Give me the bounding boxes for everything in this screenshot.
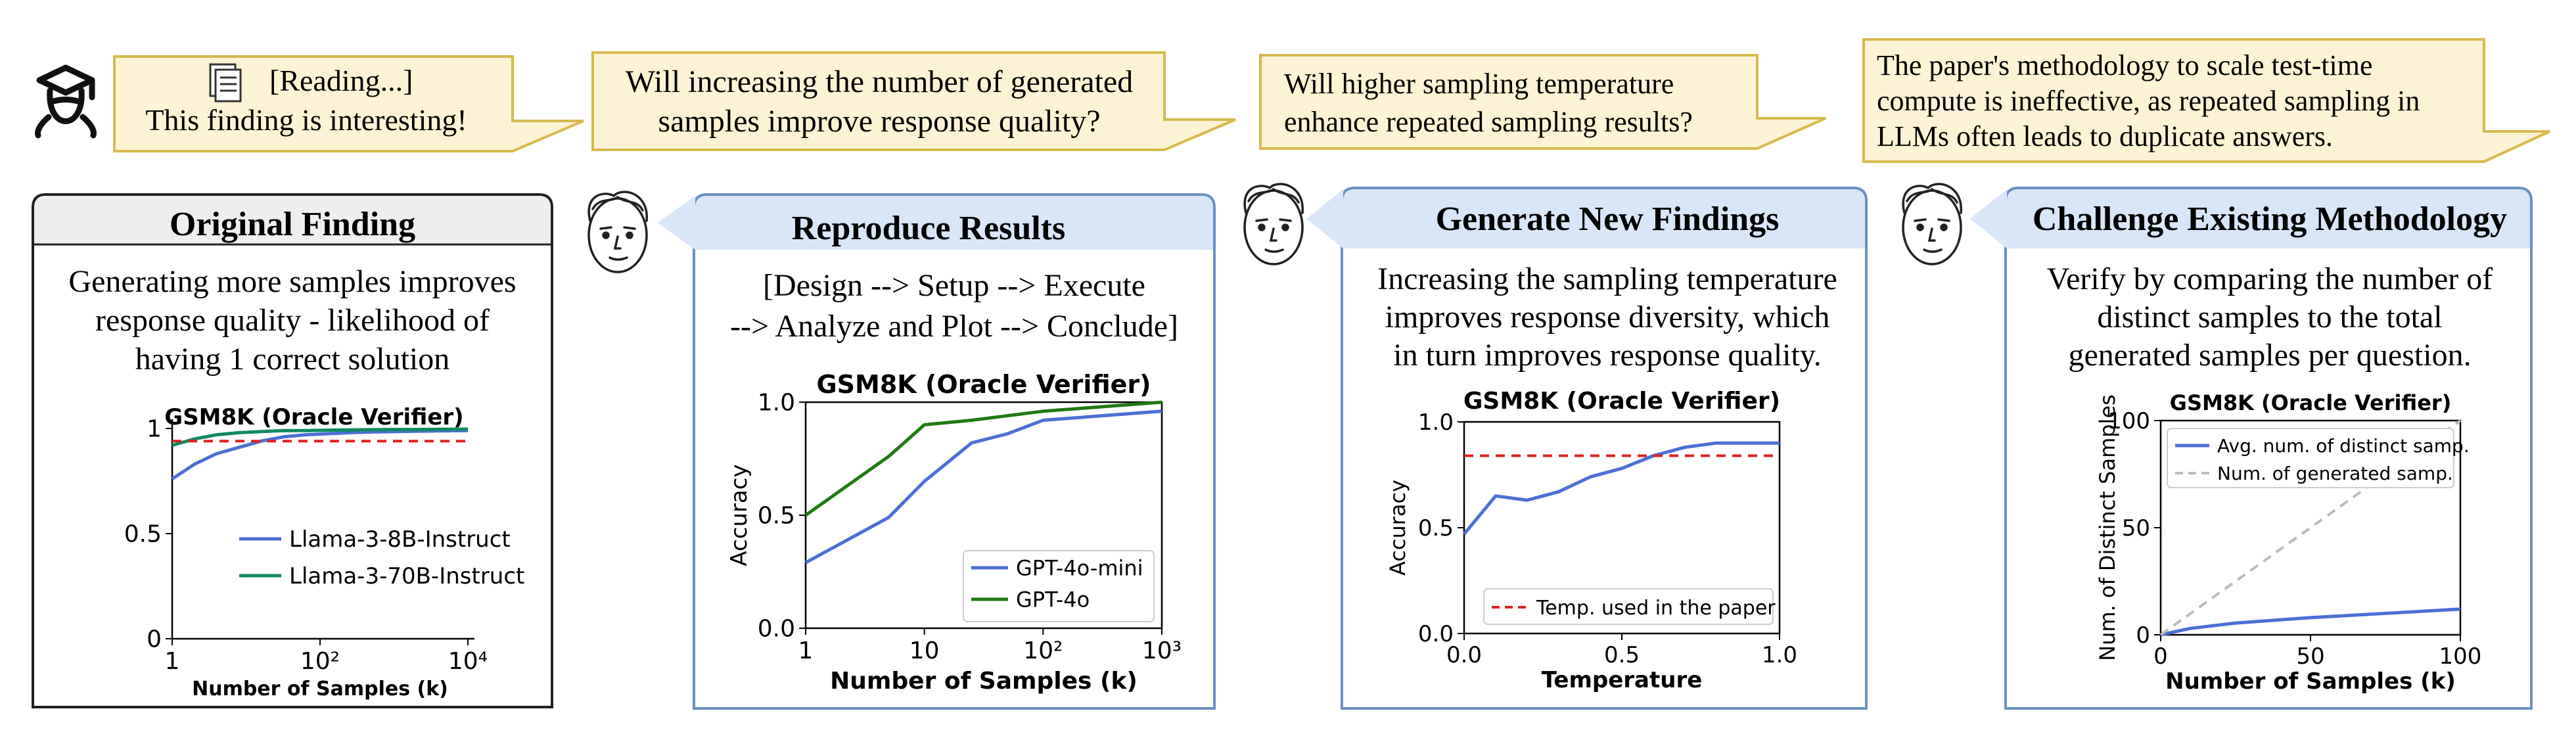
y-tick-label: 0.0 — [758, 616, 795, 643]
x-axis-label: Temperature — [1542, 667, 1703, 693]
legend-label: Num. of generated samp. — [2217, 463, 2453, 484]
series-line-0 — [2160, 607, 2461, 637]
x-tick-label: 1 — [165, 648, 180, 675]
x-tick-label: 10⁴ — [448, 648, 488, 675]
x-tick-label: 100 — [2439, 643, 2482, 670]
bubble-1-line-2: This finding is interesting! — [145, 103, 467, 137]
bubble-4-line-3: LLMs often leads to duplicate answers. — [1877, 120, 2333, 152]
panel-original-finding: Original Finding Generating more samples… — [32, 193, 553, 708]
series-line-1 — [804, 400, 1162, 517]
panel-4-text-line-2: distinct samples to the total — [2097, 300, 2442, 334]
x-tick-label: 0.0 — [1446, 642, 1482, 668]
chart-1-original-finding: GSM8K (Oracle Verifier)1 10² 10⁴00.51Numbe… — [124, 404, 525, 701]
speech-bubble-4: The paper's methodology to scale test-ti… — [1862, 38, 2550, 163]
panel-2-text-line-1: [Design --> Setup --> Execute — [763, 268, 1145, 303]
panel-reproduce-results: Reproduce Results [Design --> Setup --> … — [657, 193, 1216, 710]
x-axis-label: Number of Samples (k) — [192, 678, 448, 701]
sketched-face-icon — [1902, 183, 1962, 265]
document-icon — [209, 63, 242, 103]
series-line-0 — [1463, 441, 1780, 536]
y-tick-label: 1.0 — [758, 390, 795, 417]
x-tick-label: 0 — [2153, 643, 2168, 670]
sketched-face-icon — [587, 191, 648, 273]
bubble-1-line-1: [Reading...] — [269, 64, 413, 97]
bubble-2-line-2: samples improve response quality? — [658, 104, 1100, 139]
panel-4-text-line-1: Verify by comparing the number of — [2047, 262, 2493, 296]
chart-title: GSM8K (Oracle Verifier) — [2170, 390, 2452, 415]
chart-4-challenge-methodology: GSM8K (Oracle Verifier)0 50 100050100Numbe… — [2095, 390, 2481, 695]
y-tick-label: 1.0 — [1418, 409, 1454, 436]
x-axis-label: Number of Samples (k) — [830, 668, 1138, 695]
panel-2-title: Reproduce Results — [792, 210, 1065, 247]
speech-bubble-3: Will higher sampling temperature enhance… — [1259, 54, 1826, 150]
chart-2-reproduce-results: GSM8K (Oracle Verifier) 1 10 10² 10³ 0.0 0.5 1.… — [726, 370, 1182, 695]
panel-4-title: Challenge Existing Methodology — [2033, 200, 2507, 238]
bubble-4-line-1: The paper's methodology to scale test-ti… — [1877, 49, 2373, 81]
panel-3-text-line-3: in turn improves response quality. — [1393, 338, 1821, 373]
chart-title: GSM8K (Oracle Verifier) — [1463, 388, 1780, 415]
y-axis-label: Accuracy — [726, 464, 752, 566]
legend-label: GPT-4o-mini — [1016, 556, 1143, 581]
speech-bubble-2: Will increasing the number of generated … — [591, 51, 1236, 151]
graduation-cap-user-icon — [35, 64, 97, 139]
x-tick-label: 1 — [798, 637, 814, 664]
y-tick-label: 0.5 — [124, 521, 162, 548]
x-tick-label: 10 — [909, 637, 940, 664]
legend-label: GPT-4o — [1016, 587, 1090, 612]
chart-title: GSM8K (Oracle Verifier) — [816, 370, 1151, 399]
bubble-4-line-2: compute is ineffective, as repeated samp… — [1877, 85, 2420, 117]
series-line-0 — [171, 428, 469, 480]
y-tick-label: 0.0 — [1418, 621, 1454, 647]
y-tick-label: 0.5 — [1418, 515, 1454, 541]
panel-1-text-line-2: response quality - likelihood of — [95, 303, 490, 338]
panel-3-title: Generate New Findings — [1436, 200, 1780, 238]
x-tick-label: 10² — [1023, 637, 1063, 664]
x-tick-label: 10² — [300, 648, 340, 675]
speech-bubble-1: [Reading...] This finding is interesting… — [113, 55, 584, 152]
legend-box — [1483, 588, 1774, 625]
chart-3-new-findings: GSM8K (Oracle Verifier) 0.0 0.5 1.0 0.0 0.5 1.… — [1385, 388, 1797, 693]
x-axis-label: Number of Samples (k) — [2165, 668, 2456, 695]
panel-1-title: Original Finding — [170, 206, 415, 243]
y-tick-label: 0 — [2136, 622, 2150, 649]
bubble-2-line-1: Will increasing the number of generated — [626, 64, 1133, 99]
x-tick-label: 0.5 — [1604, 642, 1640, 668]
series-line-1 — [172, 427, 469, 448]
panel-challenge-methodology: Challenge Existing Methodology Verify by… — [1970, 187, 2533, 710]
chart-title: GSM8K (Oracle Verifier) — [164, 404, 463, 430]
bubble-3-line-1: Will higher sampling temperature — [1284, 68, 1674, 100]
x-tick-label: 1.0 — [1762, 642, 1797, 668]
panel-1-text-line-3: having 1 correct solution — [135, 342, 450, 377]
x-tick-label: 50 — [2296, 643, 2324, 670]
series-line-0 — [804, 409, 1162, 564]
panel-2-text-line-2: --> Analyze and Plot --> Conclude] — [730, 309, 1178, 344]
y-tick-label: 1 — [147, 416, 162, 443]
y-tick-label: 50 — [2122, 515, 2150, 541]
x-tick-label: 10³ — [1142, 637, 1182, 664]
panel-1-text-line-1: Generating more samples improves — [68, 264, 516, 299]
panel-3-text-line-2: improves response diversity, which — [1385, 300, 1830, 334]
panel-generate-new-findings: Generate New Findings Increasing the sam… — [1306, 187, 1868, 710]
legend-box — [963, 550, 1155, 622]
bubble-3-line-2: enhance repeated sampling results? — [1284, 106, 1693, 138]
y-tick-label: 100 — [2107, 408, 2150, 434]
y-axis-label: Num. of Distinct Samples — [2095, 394, 2120, 661]
panel-4-text-line-3: generated samples per question. — [2068, 338, 2471, 373]
panel-3-text-line-1: Increasing the sampling temperature — [1377, 262, 1837, 296]
legend-box — [2167, 428, 2454, 488]
y-tick-label: 0 — [147, 626, 162, 653]
y-tick-label: 0.5 — [758, 503, 795, 530]
legend-label: Avg. num. of distinct samp. — [2217, 435, 2470, 457]
legend-label: Llama-3-70B-Instruct — [289, 563, 524, 589]
legend-label: Llama-3-8B-Instruct — [289, 526, 511, 553]
sketched-face-icon — [1243, 183, 1304, 265]
y-axis-label: Accuracy — [1385, 480, 1410, 576]
legend-label: Temp. used in the paper — [1536, 597, 1776, 620]
